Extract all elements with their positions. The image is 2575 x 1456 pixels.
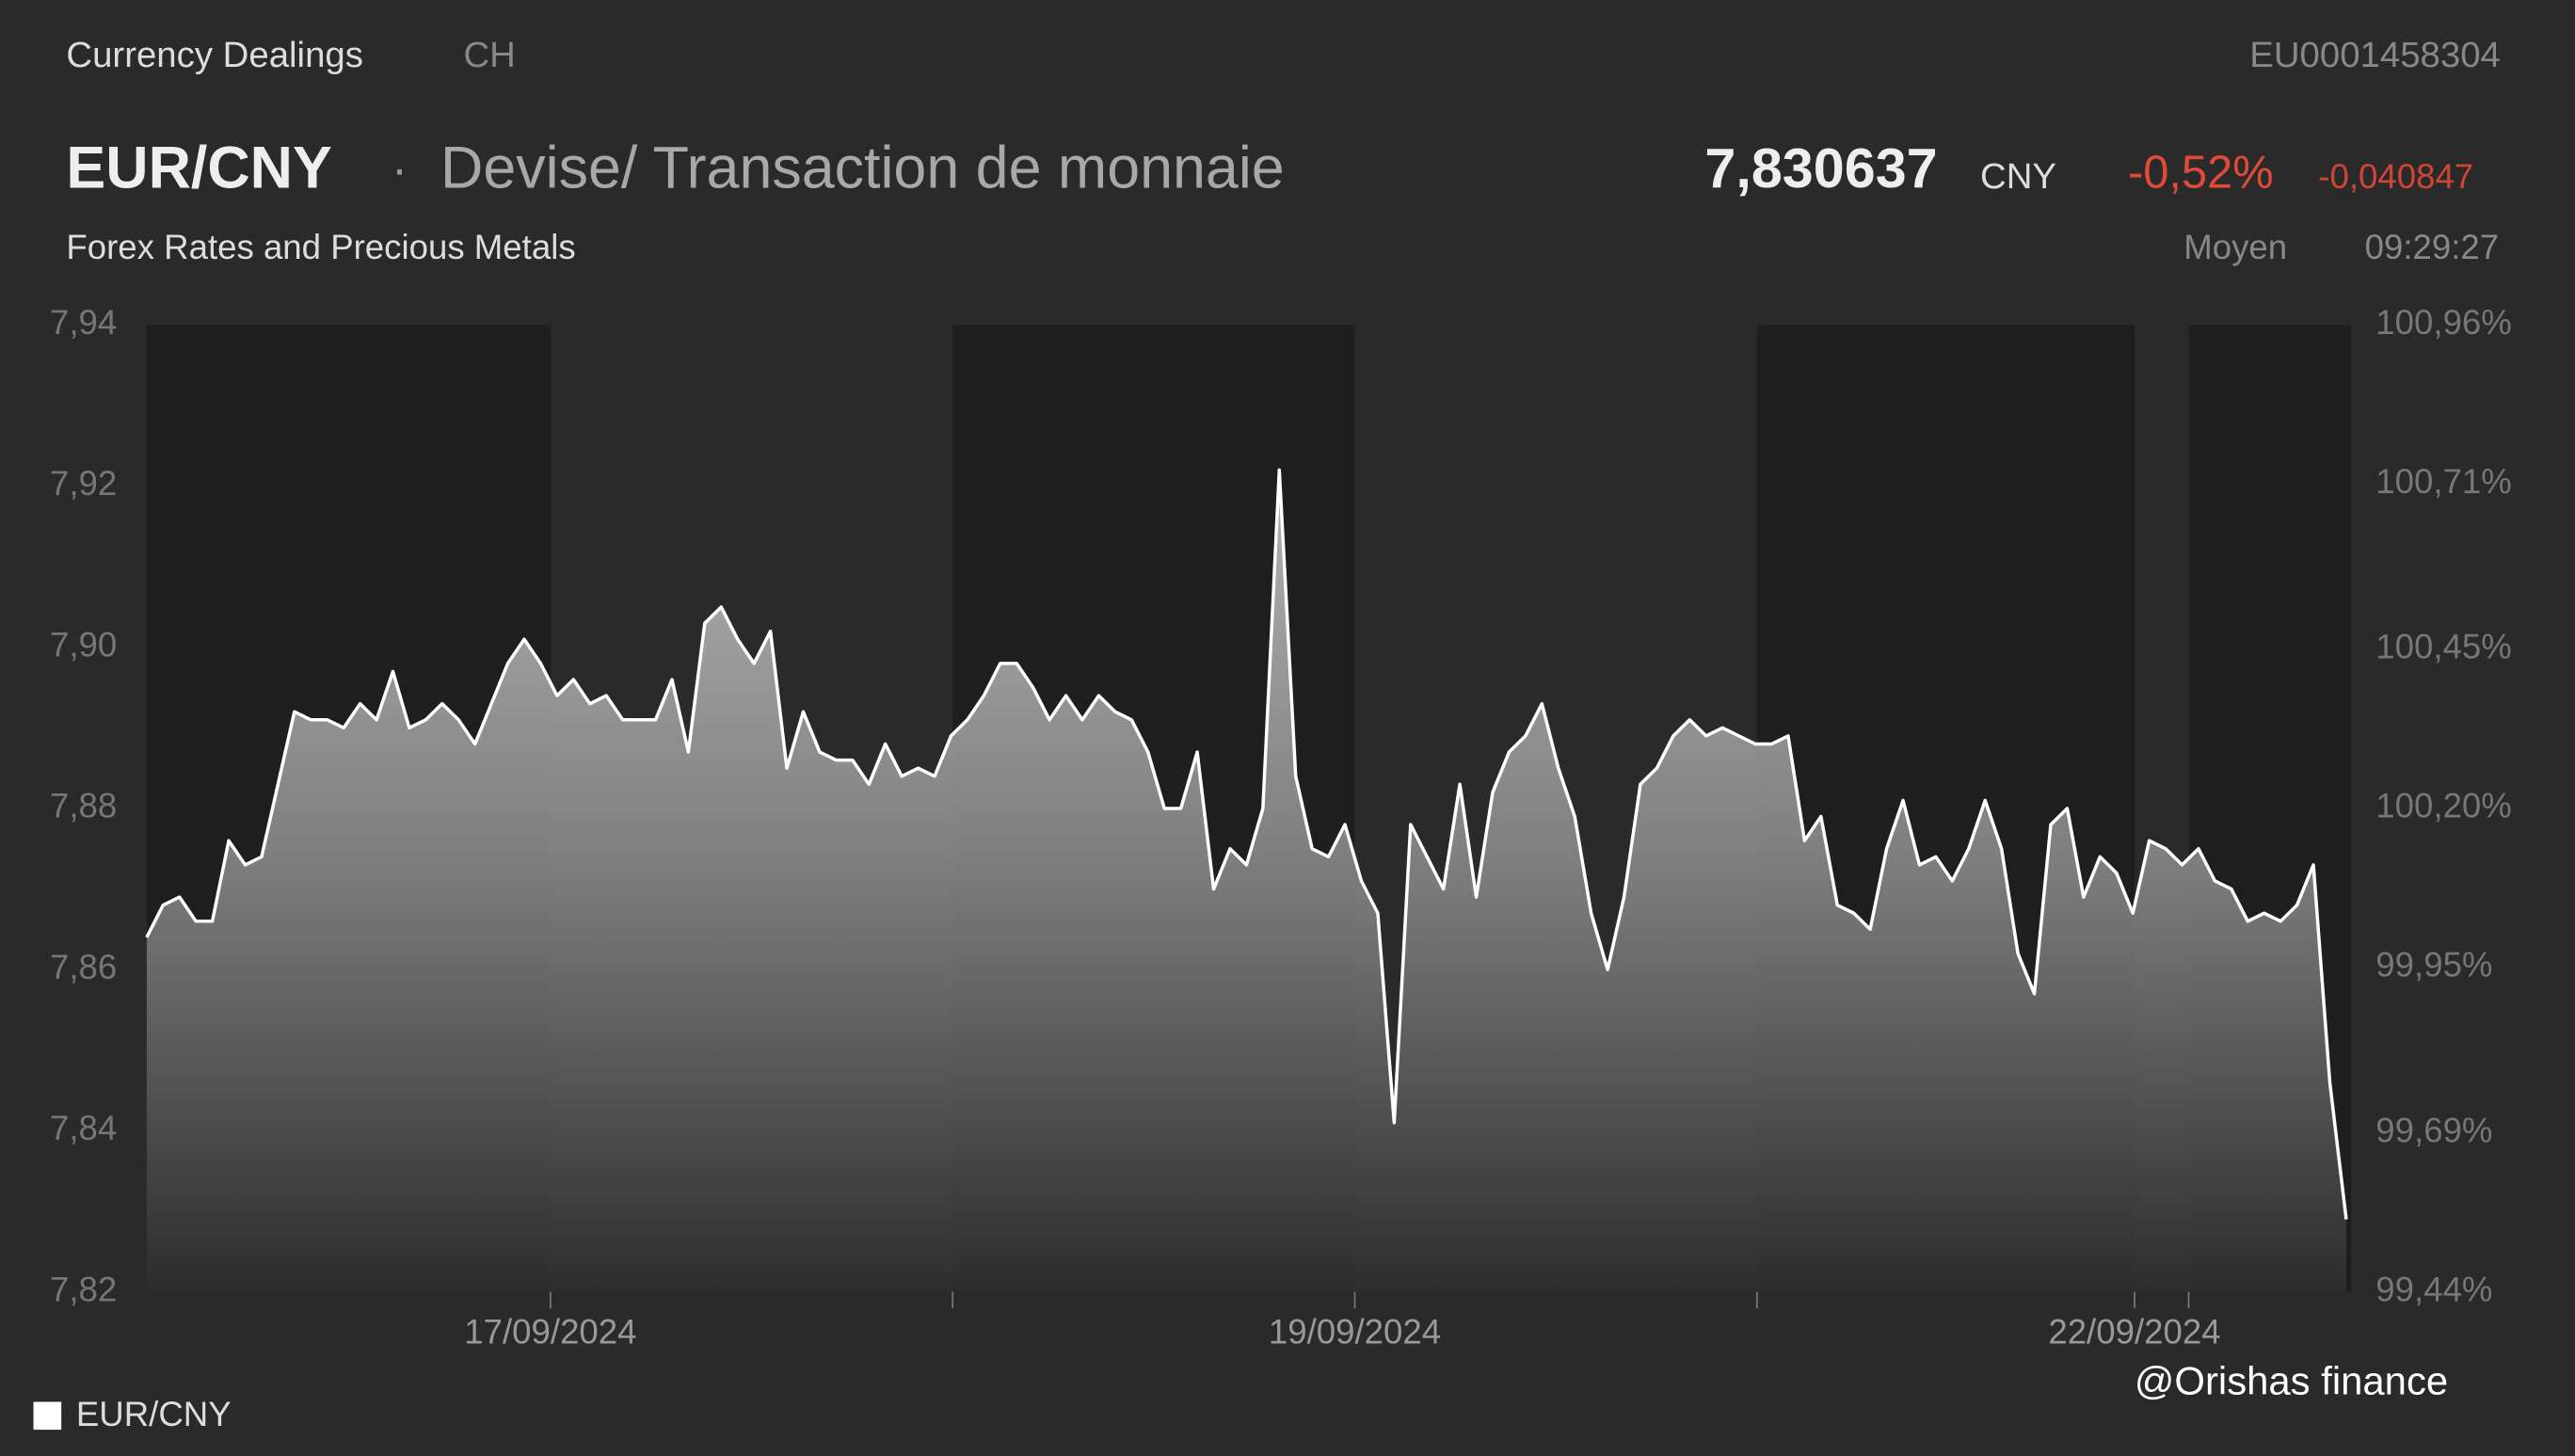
change: -0,040847 [2318,157,2473,196]
y-tick-label: 7,92 [50,464,117,503]
change-percent: -0,52% [2128,148,2274,199]
y-tick-label: 7,86 [50,948,117,986]
x-tick-label: 17/09/2024 [464,1313,636,1352]
legend-swatch [33,1401,62,1431]
y-tick-label: 7,88 [50,787,117,825]
x-tick-label: 19/09/2024 [1269,1313,1441,1352]
y2-tick-label: 99,69% [2375,1111,2492,1149]
series-line [145,468,2348,1220]
watermark: @Orishas finance [2135,1358,2448,1402]
price: 7,830637 [1704,136,1937,200]
separator: · [392,142,408,197]
y-tick-label: 7,94 [50,303,117,342]
legend-label: EUR/CNY [76,1395,232,1433]
country: CH [463,35,515,75]
y-tick-label: 7,84 [50,1109,117,1147]
price-type: Moyen [2183,228,2287,266]
y-tick-label: 7,90 [50,625,117,664]
y2-tick-label: 99,44% [2375,1270,2492,1308]
y2-tick-label: 99,95% [2375,946,2492,984]
market: Forex Rates and Precious Metals [66,228,575,266]
y-tick-label: 7,82 [50,1270,117,1308]
y2-tick-label: 100,45% [2375,628,2512,666]
isin: EU0001458304 [2249,35,2501,75]
y2-tick-label: 100,96% [2375,303,2512,342]
instrument-type: Devise/ Transaction de monnaie [440,136,1285,201]
instrument: EUR/CNY [66,136,331,201]
y2-tick-label: 100,71% [2375,462,2512,501]
currency: CNY [1980,156,2056,197]
source: Currency Dealings [66,35,363,75]
area-fill [146,470,2346,1292]
x-tick-label: 22/09/2024 [2048,1313,2220,1352]
y2-tick-label: 100,20% [2375,787,2512,825]
time: 09:29:27 [2365,228,2500,266]
